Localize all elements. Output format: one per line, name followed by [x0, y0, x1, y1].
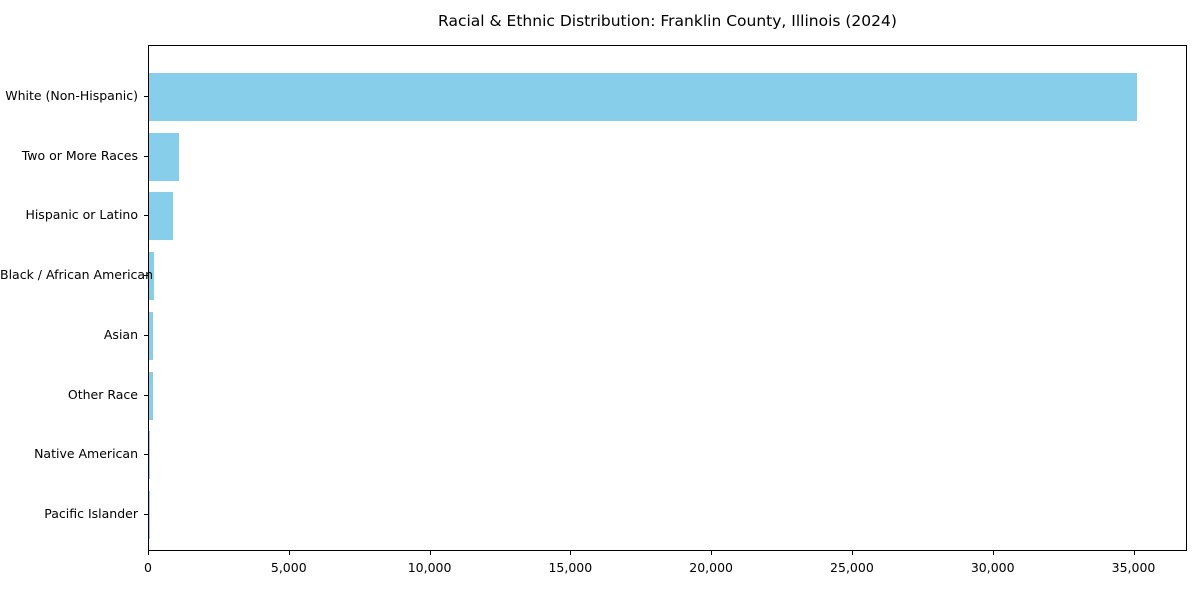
x-tick-label: 35,000: [1111, 560, 1156, 575]
x-tick-mark: [851, 551, 853, 555]
x-tick-label: 15,000: [548, 560, 593, 575]
bar-native-american: [149, 431, 150, 480]
x-tick-label: 5,000: [270, 560, 307, 575]
chart-title: Racial & Ethnic Distribution: Franklin C…: [438, 12, 897, 30]
x-tick-label: 30,000: [970, 560, 1015, 575]
y-axis-label: Native American: [34, 446, 138, 462]
bar-other-race: [149, 371, 153, 420]
bar-hispanic-or-latino: [149, 192, 173, 241]
y-axis-label: White (Non-Hispanic): [5, 88, 138, 103]
x-tick-label: 10,000: [407, 560, 452, 575]
x-tick-mark: [711, 551, 713, 555]
y-tick-mark: [144, 96, 148, 97]
x-tick-mark: [570, 551, 572, 555]
y-tick-mark: [144, 334, 148, 336]
x-tick-label: 0: [144, 560, 152, 575]
y-tick-mark: [144, 215, 148, 217]
y-axis-label: Asian: [103, 326, 138, 342]
y-axis-label: Black / African American: [0, 267, 154, 283]
y-axis-label: Other Race: [67, 386, 138, 402]
x-tick-mark: [992, 551, 994, 555]
bar-white-non-hispanic: [149, 73, 1138, 121]
plot-area: [148, 45, 1187, 551]
y-tick-mark: [144, 454, 148, 456]
x-tick-mark: [429, 551, 431, 555]
x-tick-mark: [288, 551, 290, 555]
bar-black-african-american: [149, 252, 155, 301]
x-tick-mark: [1133, 551, 1135, 555]
y-tick-mark: [144, 513, 148, 515]
y-axis-label: Pacific Islander: [44, 505, 138, 521]
x-tick-label: 25,000: [830, 560, 874, 575]
y-axis-label: Hispanic or Latino: [25, 207, 138, 223]
bar-two-or-more-races: [149, 132, 180, 181]
y-tick-mark: [144, 155, 148, 157]
y-tick-mark: [144, 275, 148, 277]
x-tick-mark: [148, 551, 149, 555]
y-axis-label: Two or More Races: [21, 147, 138, 163]
x-tick-label: 20,000: [689, 560, 734, 575]
bar-asian: [149, 311, 154, 360]
y-tick-mark: [144, 394, 148, 396]
